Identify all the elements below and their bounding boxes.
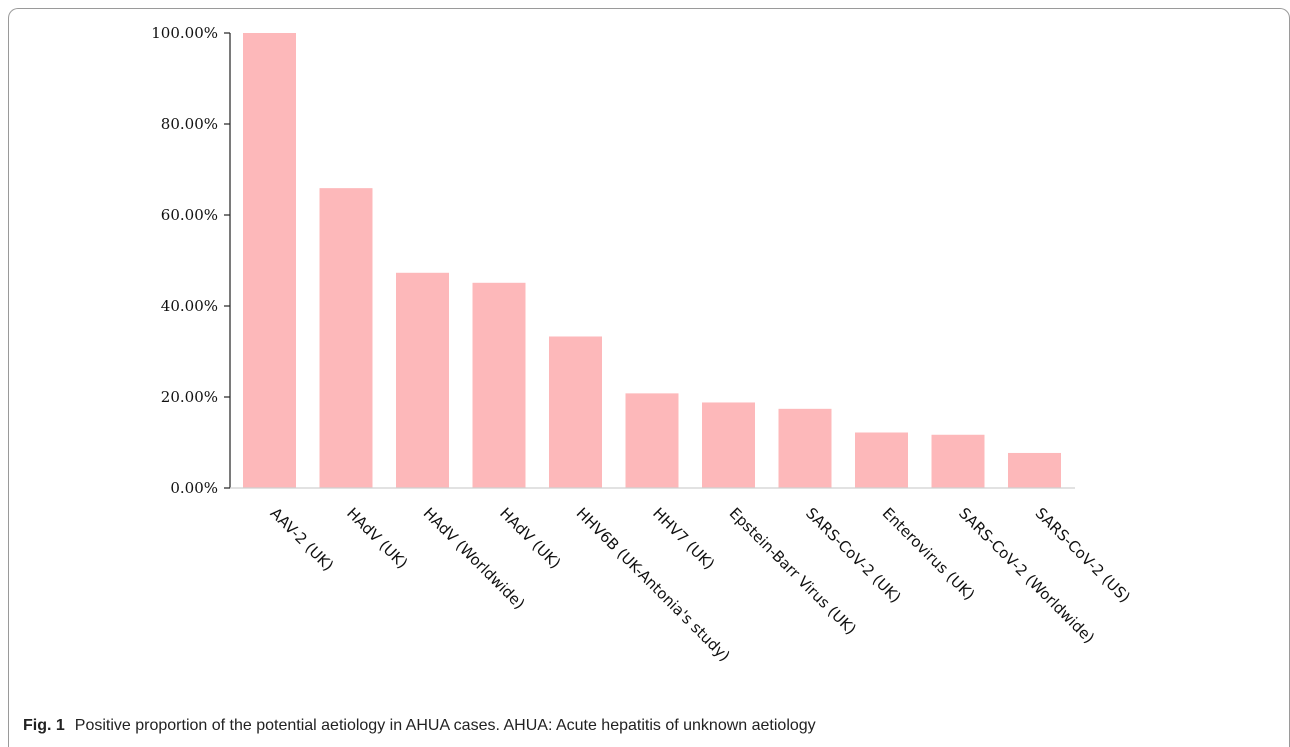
bar bbox=[855, 432, 908, 488]
x-category-label: Epstein-Barr Virus (UK) bbox=[726, 504, 860, 638]
x-category-label: SARS-CoV-2 (Worldwide) bbox=[955, 504, 1098, 647]
y-ticks-group: 0.00% 20.00% 40.00% 60.00% 80.00% 100.00% bbox=[151, 24, 230, 497]
y-tick-label: 80.00% bbox=[161, 115, 218, 133]
x-category-label: HAdV (UK) bbox=[343, 504, 411, 572]
bars-group bbox=[243, 33, 1061, 488]
x-category-label: HAdV (UK) bbox=[496, 504, 564, 572]
y-tick-label: 0.00% bbox=[170, 479, 218, 497]
x-category-label: AAV-2 (UK) bbox=[267, 504, 337, 574]
x-category-label: HHV7 (UK) bbox=[649, 504, 718, 573]
bar bbox=[396, 272, 449, 488]
bar bbox=[1008, 452, 1061, 488]
bar bbox=[549, 336, 602, 488]
bar bbox=[472, 282, 526, 488]
y-tick-label: 40.00% bbox=[161, 297, 218, 315]
y-tick-label: 100.00% bbox=[151, 24, 218, 42]
bar bbox=[931, 434, 985, 488]
y-tick-label: 60.00% bbox=[161, 206, 218, 224]
caption-label: Fig. 1 bbox=[23, 717, 65, 734]
x-category-label: HHV6B (UK-Antonia's study) bbox=[573, 504, 734, 665]
bar bbox=[625, 393, 679, 488]
figure-caption: Fig. 1 Positive proportion of the potenti… bbox=[23, 717, 816, 735]
bar bbox=[243, 33, 296, 488]
bar bbox=[319, 188, 373, 488]
x-labels-group: AAV-2 (UK) HAdV (UK) HAdV (Worldwide)HAdV … bbox=[267, 504, 1134, 665]
y-tick-label: 20.00% bbox=[161, 388, 218, 406]
bar-chart: 0.00% 20.00% 40.00% 60.00% 80.00% 100.00% AAV… bbox=[151, 24, 1134, 665]
bar bbox=[702, 402, 755, 488]
caption-text: Positive proportion of the potential aet… bbox=[74, 717, 816, 734]
bar bbox=[778, 408, 832, 488]
